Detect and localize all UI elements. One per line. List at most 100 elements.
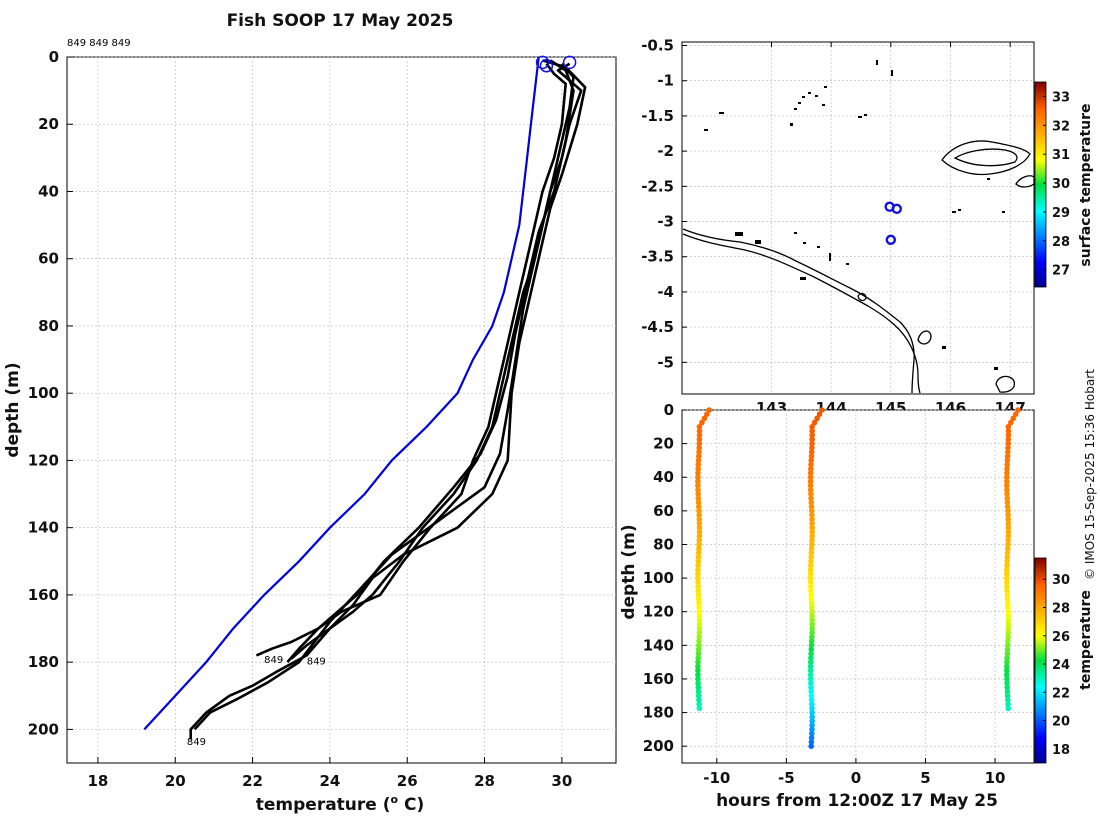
cast-point bbox=[1005, 634, 1011, 640]
cast-point bbox=[1004, 457, 1011, 464]
cast-point bbox=[699, 419, 705, 426]
cast-point bbox=[809, 445, 815, 451]
temp-colorbar-tick-label: 22 bbox=[1052, 686, 1070, 701]
cast-point bbox=[808, 499, 815, 506]
cast-point bbox=[695, 667, 701, 674]
cast-point bbox=[696, 436, 703, 443]
cast-point bbox=[1004, 571, 1010, 577]
cast-point bbox=[807, 575, 814, 581]
cast-point bbox=[808, 495, 814, 502]
islet bbox=[800, 277, 806, 280]
cast-point bbox=[808, 739, 815, 745]
colorbar-tick-label: 28 bbox=[1052, 235, 1070, 250]
y-tick-label: 180 bbox=[28, 653, 59, 671]
cast-point bbox=[696, 445, 702, 451]
cast-point bbox=[809, 520, 815, 527]
cast-point bbox=[695, 684, 702, 691]
cast-point bbox=[808, 684, 814, 691]
coastline-main-inner bbox=[682, 233, 921, 394]
cast-point bbox=[696, 512, 702, 518]
x-tick-label: 30 bbox=[551, 772, 572, 790]
cast-point bbox=[809, 440, 815, 447]
cast-point bbox=[808, 600, 815, 607]
islet bbox=[815, 95, 818, 97]
time-y-tick-label: 0 bbox=[664, 401, 674, 419]
cast-point bbox=[695, 583, 701, 590]
surface-marker bbox=[535, 55, 550, 70]
cast-point bbox=[695, 550, 702, 556]
temp-colorbar-tick-label: 24 bbox=[1052, 658, 1070, 673]
x-tick-label: 28 bbox=[474, 772, 495, 790]
cast-point bbox=[807, 667, 814, 674]
cast-point bbox=[1005, 529, 1012, 535]
y-tick-label: 40 bbox=[38, 182, 59, 200]
coastlines bbox=[682, 140, 1035, 394]
cast-point bbox=[1004, 474, 1010, 481]
cast-point bbox=[808, 554, 814, 560]
cast-point bbox=[696, 625, 703, 632]
cast-point bbox=[809, 718, 815, 724]
cast-point bbox=[695, 579, 701, 586]
cast-point bbox=[695, 491, 701, 497]
cast-point bbox=[809, 516, 815, 523]
cast-point bbox=[706, 407, 712, 413]
time-x-label: hours from 12:00Z 17 May 25 bbox=[716, 791, 998, 811]
cast-point bbox=[1004, 495, 1010, 502]
cast-point bbox=[1004, 478, 1010, 485]
cast-point bbox=[1005, 520, 1012, 527]
cast-point bbox=[695, 693, 702, 699]
cast-point bbox=[696, 705, 703, 712]
cast-point bbox=[695, 587, 701, 594]
island-far-east bbox=[1015, 175, 1035, 188]
cast-point bbox=[1004, 583, 1010, 590]
temperature-colorbar-label: temperature bbox=[1078, 590, 1094, 690]
cast-point bbox=[809, 722, 815, 728]
cast-point bbox=[1004, 503, 1011, 510]
cast-point bbox=[808, 558, 814, 565]
cast-point bbox=[809, 709, 815, 716]
cast-point bbox=[1008, 419, 1014, 426]
colorbar-tick-label: 30 bbox=[1052, 177, 1070, 192]
time-y-tick-label: 160 bbox=[643, 670, 674, 688]
cast-point bbox=[695, 680, 701, 686]
xlabel-start: temperature ( bbox=[256, 795, 391, 815]
cast-point bbox=[808, 461, 814, 468]
islet bbox=[876, 60, 878, 65]
cast-point bbox=[1005, 508, 1011, 514]
island-se bbox=[995, 375, 1016, 393]
temp-colorbar-tick-label: 30 bbox=[1052, 573, 1070, 588]
map-y-tick-label: -4.5 bbox=[641, 318, 674, 336]
map-y-tick-label: -3 bbox=[657, 213, 674, 231]
cast-point bbox=[696, 701, 702, 707]
cast-point bbox=[816, 411, 823, 418]
cast-point bbox=[695, 558, 702, 565]
map-panel: 143 144 145 146 147 -0.5-1-1.5-2-2.5-3-3.5-4… bbox=[641, 37, 1094, 417]
cast-point bbox=[1005, 428, 1012, 434]
cast-point bbox=[807, 672, 814, 678]
cast-point bbox=[704, 411, 710, 418]
cast-point bbox=[1005, 449, 1011, 455]
cast-point bbox=[1004, 676, 1010, 682]
islet bbox=[719, 112, 724, 114]
cast-point bbox=[1004, 659, 1010, 665]
islet bbox=[794, 232, 797, 234]
time-y-tick-label: 140 bbox=[643, 636, 674, 654]
station-marker bbox=[891, 203, 902, 215]
islet bbox=[798, 102, 801, 104]
cast-point bbox=[808, 693, 815, 699]
colorbar-tick-label: 27 bbox=[1052, 264, 1070, 279]
cast-point bbox=[1004, 566, 1010, 573]
cast-point bbox=[1004, 684, 1010, 691]
islet bbox=[858, 116, 862, 118]
x-tick-label: 22 bbox=[242, 772, 263, 790]
map-y-tick-label: -5 bbox=[657, 353, 674, 371]
cast-point bbox=[696, 642, 702, 649]
cast-point bbox=[695, 676, 701, 682]
cast-point bbox=[809, 629, 815, 636]
time-y-tick-label: 200 bbox=[643, 737, 674, 755]
cast-point bbox=[1004, 482, 1010, 489]
cast-point bbox=[695, 571, 701, 577]
cast-point bbox=[695, 466, 701, 472]
island-mid bbox=[857, 292, 867, 302]
cast-point bbox=[695, 470, 701, 476]
